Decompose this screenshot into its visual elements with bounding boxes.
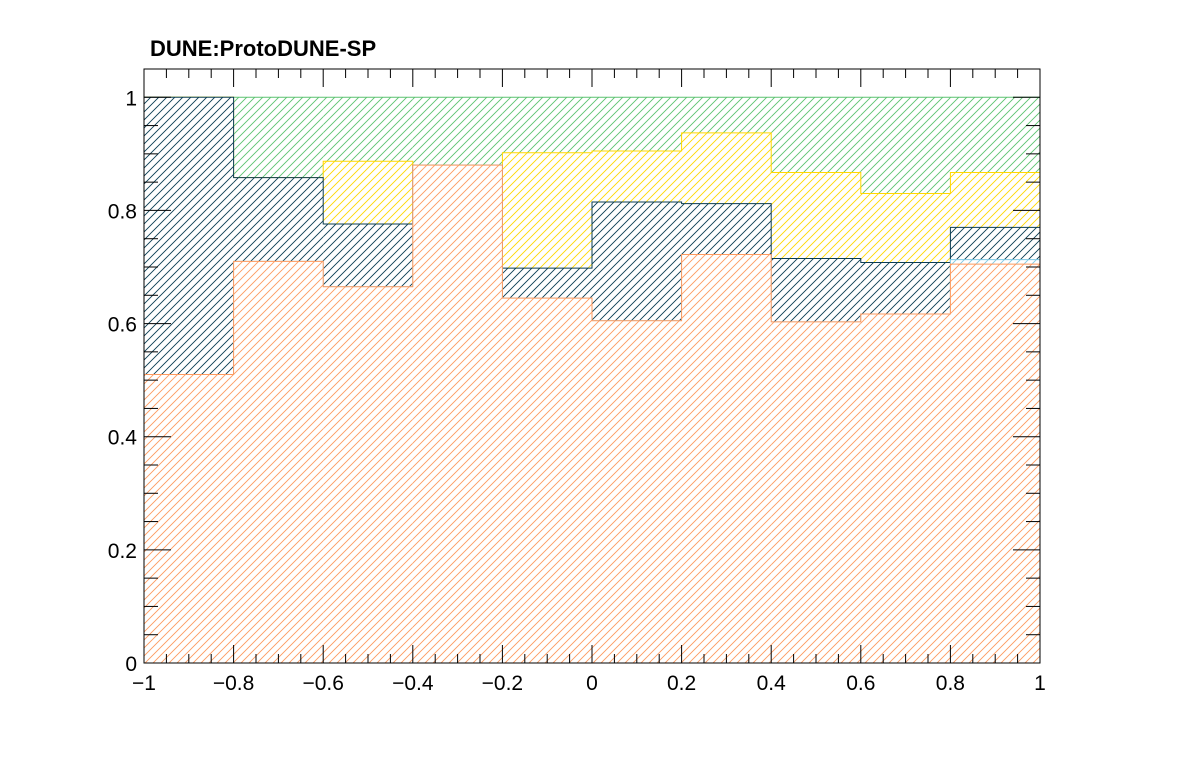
histogram-bin <box>323 286 413 663</box>
chart-title: DUNE:ProtoDUNE-SP <box>150 36 376 61</box>
axis-tick-labels: −1 −0.8 −0.6 −0.4 −0.2 0 0.2 0.4 0.6 0.8 1 0 0.2 0.4 0… <box>108 87 1046 695</box>
x-tick-label: 0.2 <box>667 672 696 695</box>
x-tick-label: −0.8 <box>213 672 254 695</box>
histogram-bin <box>502 298 592 663</box>
x-tick-label: −0.2 <box>482 672 523 695</box>
y-tick-label: 0 <box>125 653 137 676</box>
histogram-bin <box>144 374 234 663</box>
histogram-bin <box>950 264 1040 663</box>
histogram-bin <box>412 165 503 663</box>
x-tick-label: 0.6 <box>846 672 875 695</box>
y-tick-label: 0.8 <box>108 200 137 223</box>
y-tick-label: 0.4 <box>108 427 138 450</box>
x-tick-label: 0.4 <box>757 672 787 695</box>
histogram-bin <box>771 321 861 663</box>
histogram-outline <box>143 96 1041 663</box>
x-tick-label: −0.4 <box>392 672 434 695</box>
histogram-bin <box>592 320 682 663</box>
y-tick-label: 0.6 <box>108 314 137 337</box>
histogram-bin <box>233 261 324 663</box>
y-tick-label: 0.2 <box>108 540 137 563</box>
y-tick-label: 1 <box>125 87 137 110</box>
x-tick-label: −0.6 <box>302 672 343 695</box>
x-tick-label: 0.8 <box>936 672 965 695</box>
x-tick-label: 0 <box>586 672 598 695</box>
histogram-bars <box>143 96 1041 664</box>
histogram-outline <box>143 164 1041 663</box>
histogram-bin <box>681 254 772 663</box>
x-tick-label: 1 <box>1034 672 1046 695</box>
x-tick-label: −1 <box>132 672 156 695</box>
histogram-series-0 <box>143 164 1041 663</box>
axis-ticks <box>143 68 1041 664</box>
histogram-bin <box>860 313 951 663</box>
